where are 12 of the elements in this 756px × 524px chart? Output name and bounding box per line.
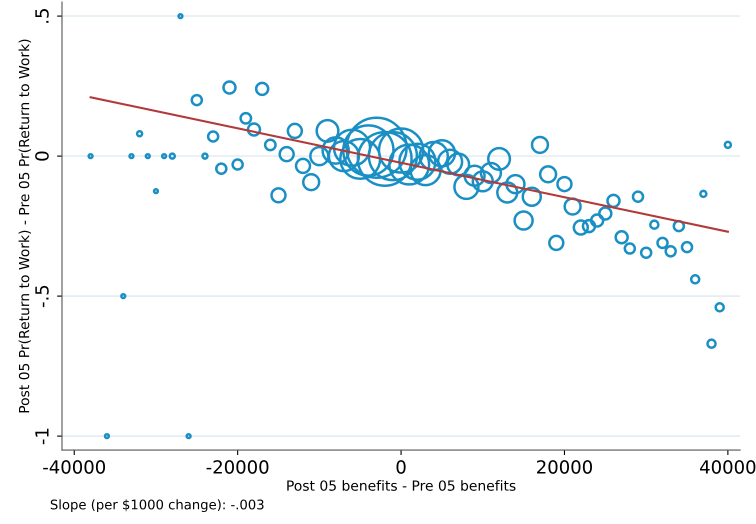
x-tick-label: 40000	[700, 460, 756, 474]
y-tick-label: 0	[35, 152, 49, 161]
x-tick-label: -20000	[206, 460, 268, 474]
x-tick-label: -40000	[43, 460, 106, 474]
y-tick-label: .5	[35, 9, 49, 23]
y-tick-label: -1	[35, 428, 49, 444]
text: Slope (per $1000 change): -.003	[50, 499, 264, 512]
y-axis-title: Post 05 Pr(Return to Work) - Pre 05 Pr(Return to Work)	[18, 40, 31, 412]
x-axis-title: Post 05 benefits - Pre 05 benefits	[287, 480, 516, 491]
y-tick-label: -.5	[35, 286, 49, 308]
x-tick-label: 0	[396, 460, 406, 474]
x-tick-label: 20000	[537, 460, 592, 474]
